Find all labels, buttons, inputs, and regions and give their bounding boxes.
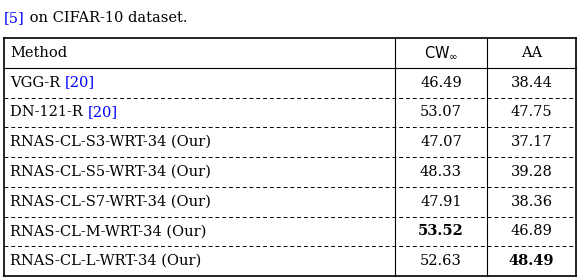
Text: [20]: [20] <box>88 105 117 119</box>
Text: RNAS-CL-M-WRT-34 (Our): RNAS-CL-M-WRT-34 (Our) <box>10 224 206 238</box>
Text: 47.91: 47.91 <box>420 195 462 209</box>
Text: RNAS-CL-S7-WRT-34 (Our): RNAS-CL-S7-WRT-34 (Our) <box>10 195 211 209</box>
Text: [20]: [20] <box>65 76 95 90</box>
Text: 39.28: 39.28 <box>510 165 552 179</box>
Text: VGG-R: VGG-R <box>10 76 65 90</box>
Text: DN-121-R: DN-121-R <box>10 105 88 119</box>
Text: 48.49: 48.49 <box>509 254 554 268</box>
Text: 38.44: 38.44 <box>510 76 552 90</box>
Text: RNAS-CL-S5-WRT-34 (Our): RNAS-CL-S5-WRT-34 (Our) <box>10 165 211 179</box>
Text: 52.63: 52.63 <box>420 254 462 268</box>
Text: 47.07: 47.07 <box>420 135 462 149</box>
Text: 53.52: 53.52 <box>418 224 464 238</box>
Text: 53.07: 53.07 <box>420 105 462 119</box>
Text: Method: Method <box>10 46 67 60</box>
Text: RNAS-CL-S3-WRT-34 (Our): RNAS-CL-S3-WRT-34 (Our) <box>10 135 211 149</box>
Text: RNAS-CL-L-WRT-34 (Our): RNAS-CL-L-WRT-34 (Our) <box>10 254 201 268</box>
Text: 38.36: 38.36 <box>510 195 552 209</box>
Text: 46.49: 46.49 <box>420 76 462 90</box>
Text: $\mathrm{CW}_{\infty}$: $\mathrm{CW}_{\infty}$ <box>424 45 458 61</box>
Text: 48.33: 48.33 <box>420 165 462 179</box>
Text: 46.89: 46.89 <box>510 224 552 238</box>
Text: AA: AA <box>521 46 542 60</box>
Text: 37.17: 37.17 <box>510 135 552 149</box>
Text: on CIFAR-10 dataset.: on CIFAR-10 dataset. <box>25 11 187 25</box>
Text: 47.75: 47.75 <box>510 105 552 119</box>
Text: [5]: [5] <box>4 11 25 25</box>
